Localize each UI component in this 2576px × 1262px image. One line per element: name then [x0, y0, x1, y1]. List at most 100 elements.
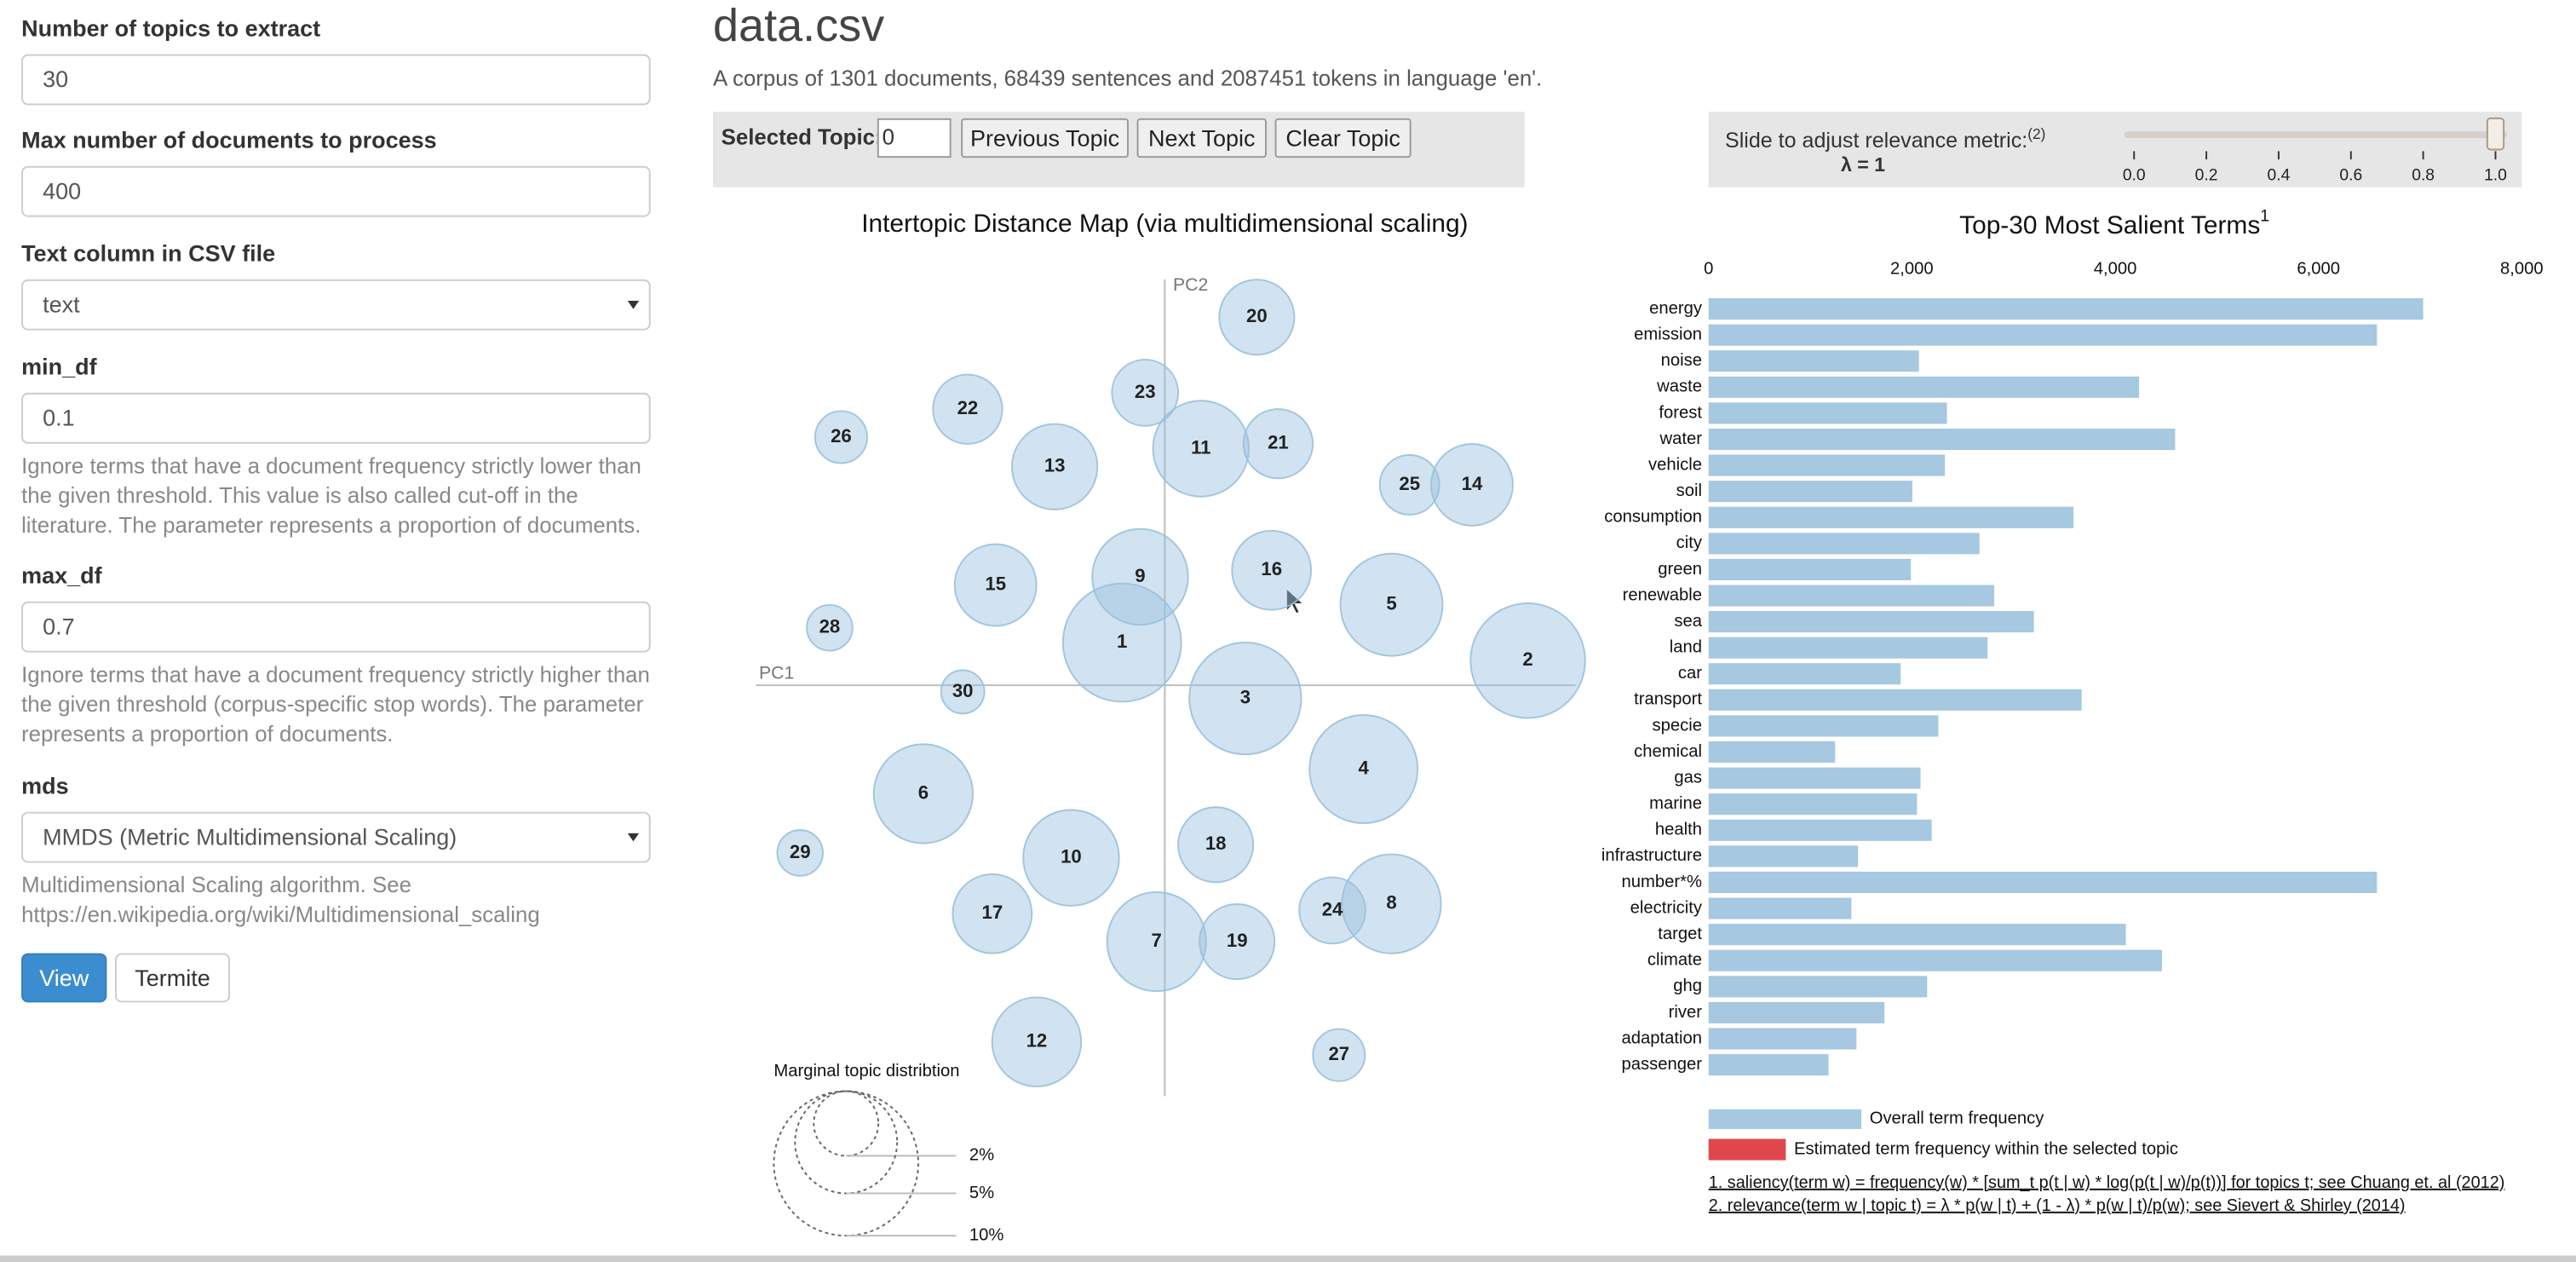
- topic-bubble[interactable]: [1106, 890, 1207, 993]
- term-label: vehicle: [1648, 455, 1702, 474]
- topic-bubble[interactable]: [1022, 809, 1120, 907]
- topic-bubble[interactable]: [1061, 582, 1182, 703]
- slider-handle[interactable]: [2486, 117, 2505, 151]
- dropdown[interactable]: text: [21, 279, 651, 331]
- topic-bubble[interactable]: [1218, 279, 1296, 356]
- topic-bubble[interactable]: [940, 669, 986, 715]
- term-label: marine: [1649, 794, 1702, 813]
- text-input[interactable]: 30: [21, 54, 651, 106]
- slider-label: Slide to adjust relevance metric:(2): [1725, 125, 2045, 153]
- slider-tick-label: 0.0: [2123, 166, 2146, 184]
- topic-bubble[interactable]: [1308, 714, 1419, 824]
- term-bar: [1708, 558, 1912, 580]
- size-legend-circle: [813, 1090, 880, 1157]
- term-label: transport: [1634, 690, 1702, 709]
- term-label: city: [1676, 533, 1703, 552]
- chart-title: Intertopic Distance Map (via multidimens…: [861, 210, 1468, 238]
- text-input[interactable]: 400: [21, 165, 651, 217]
- topic-bubble[interactable]: [1199, 903, 1276, 981]
- topic-bubble[interactable]: [1339, 552, 1444, 657]
- arrow: [627, 833, 640, 842]
- topic-bubble[interactable]: [1312, 1028, 1366, 1082]
- slider-tick-label: 0.8: [2412, 166, 2435, 184]
- term-label: target: [1658, 925, 1702, 943]
- slider-tick-label: 0.4: [2268, 166, 2291, 184]
- term-bar: [1708, 715, 1939, 737]
- topic-bubble[interactable]: [1430, 443, 1514, 527]
- term-label: renewable: [1623, 585, 1702, 604]
- slider-tick-label: 0.6: [2339, 166, 2362, 184]
- term-label: noise: [1661, 351, 1702, 370]
- topic-bubble[interactable]: [1242, 408, 1314, 480]
- topic-label: 24: [1322, 898, 1343, 919]
- term-label: gas: [1674, 768, 1702, 787]
- term-bar: [1708, 897, 1852, 919]
- x-tick-label: 6,000: [2297, 260, 2340, 279]
- topic-bubble[interactable]: [1188, 642, 1302, 756]
- topic-label: 27: [1328, 1043, 1349, 1064]
- topic-bubble[interactable]: [953, 543, 1038, 627]
- field-label: Max number of documents to process: [21, 126, 437, 153]
- term-bar: [1708, 637, 1988, 659]
- text-input[interactable]: 0.7: [21, 601, 651, 653]
- topic-label: 12: [1026, 1030, 1048, 1052]
- legend-swatch: [1708, 1138, 1786, 1161]
- term-bar: [1708, 1001, 1885, 1023]
- topic-bubble[interactable]: [1152, 400, 1250, 498]
- x-tick-label: 8,000: [2500, 260, 2544, 279]
- footnote: 2. relevance(term w | topic t) = λ * p(w…: [1709, 1196, 2406, 1215]
- button[interactable]: Next Topic: [1136, 118, 1267, 158]
- topic-label: 16: [1261, 558, 1282, 579]
- button[interactable]: Clear Topic: [1274, 118, 1412, 158]
- dropdown[interactable]: MMDS (Metric Multidimensional Scaling): [21, 811, 651, 863]
- topic-bubble[interactable]: [1091, 527, 1189, 626]
- topic-bubble[interactable]: [814, 410, 868, 464]
- chart-title: Top-30 Most Salient Terms1: [1959, 208, 2269, 239]
- topic-bubble[interactable]: [1231, 529, 1313, 611]
- topic-bubble[interactable]: [1378, 454, 1440, 516]
- term-bar: [1708, 298, 2424, 320]
- topic-bubble[interactable]: [872, 743, 974, 844]
- topic-label: 9: [1135, 565, 1145, 586]
- term-bar: [1708, 845, 1859, 867]
- button[interactable]: Termite: [114, 953, 230, 1003]
- topic-label: 29: [790, 841, 811, 862]
- topic-bubble[interactable]: [806, 603, 854, 652]
- selected-topic-input[interactable]: 0: [877, 118, 952, 158]
- topic-bubble[interactable]: [1011, 423, 1099, 510]
- button[interactable]: Previous Topic: [961, 118, 1129, 158]
- button[interactable]: View: [21, 953, 107, 1003]
- term-label: infrastructure: [1601, 846, 1702, 865]
- text-input[interactable]: 0.1: [21, 392, 651, 444]
- term-bar: [1708, 324, 2378, 346]
- topic-label: 5: [1386, 593, 1396, 614]
- cursor: [1285, 586, 1306, 615]
- topic-bubble[interactable]: [776, 829, 824, 877]
- topic-bubble[interactable]: [1111, 359, 1180, 427]
- term-label: water: [1659, 429, 1703, 448]
- topic-bubble[interactable]: [1177, 806, 1255, 884]
- selected-topic-label: Selected Topic:: [721, 124, 883, 150]
- chart-title-text: Top-30 Most Salient Terms: [1959, 211, 2260, 239]
- lambda-label: λ = 1: [1841, 153, 1885, 176]
- term-bar: [1708, 506, 2074, 528]
- topic-bubble[interactable]: [1298, 876, 1366, 945]
- legend-label: Estimated term frequency within the sele…: [1794, 1139, 2178, 1158]
- term-bar: [1708, 741, 1836, 764]
- topic-bubble[interactable]: [952, 873, 1033, 954]
- term-bar: [1708, 454, 1946, 476]
- topic-controls: Selected Topic: 0 Previous Topic Next Top…: [712, 112, 1525, 187]
- topic-bubble[interactable]: [1341, 853, 1442, 954]
- scrollbar: [0, 1255, 2576, 1262]
- topic-bubble[interactable]: [932, 373, 1003, 445]
- term-label: waste: [1656, 377, 1702, 396]
- topic-bubble[interactable]: [1469, 602, 1586, 719]
- topic-bubble[interactable]: [991, 996, 1083, 1087]
- topic-label: 14: [1462, 473, 1483, 494]
- topic-label: 28: [819, 616, 841, 637]
- topic-label: 10: [1061, 846, 1082, 867]
- term-bar: [1708, 1054, 1829, 1076]
